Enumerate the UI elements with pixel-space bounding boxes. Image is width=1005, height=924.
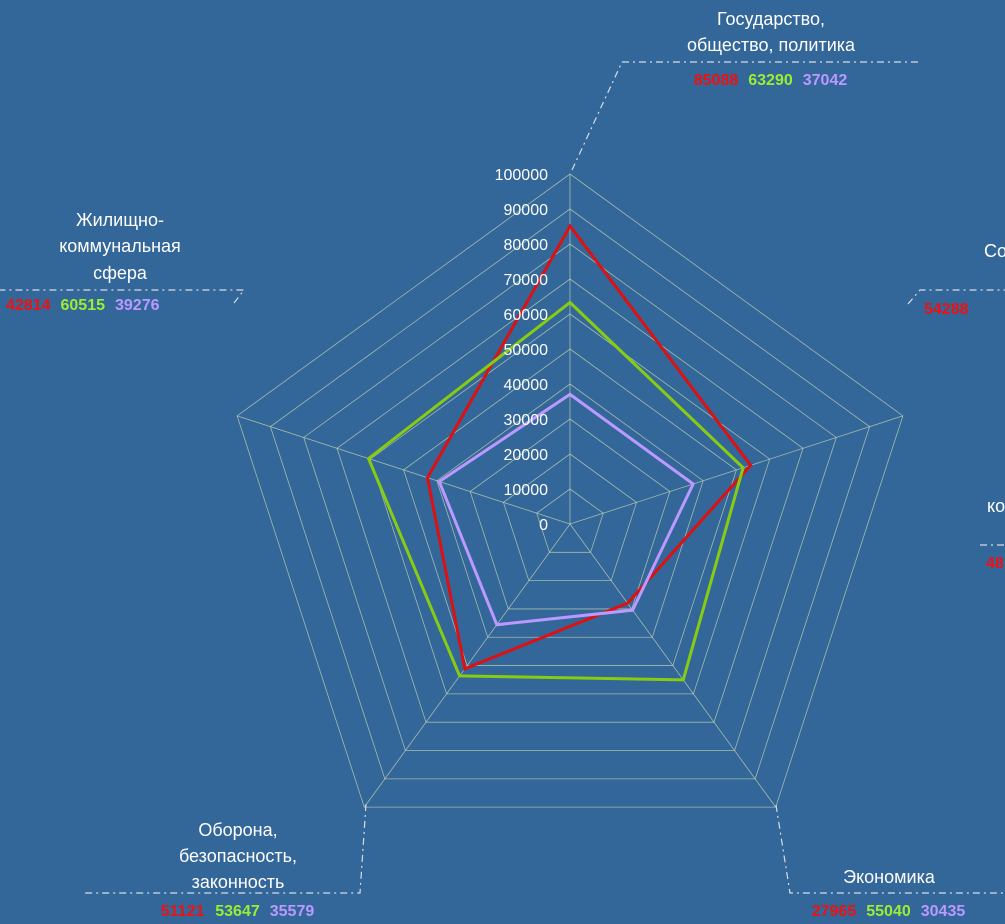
axis-tick-label: 100000	[495, 167, 548, 184]
grid-spoke	[569, 523, 777, 808]
grid-spoke	[363, 523, 571, 808]
leader-line	[907, 289, 1005, 305]
category-label: Экономика	[843, 867, 936, 887]
axis-tick-label: 10000	[504, 482, 549, 499]
grid-ring	[369, 313, 771, 695]
category-label: Государство,	[717, 9, 825, 29]
grid-ring	[536, 488, 604, 553]
axis-tick-label: 0	[539, 517, 548, 534]
axis-tick-label: 60000	[504, 307, 549, 324]
axis-tick-label: 80000	[504, 237, 549, 254]
category-value-label: 85088	[694, 72, 739, 89]
category-labels: Государство, общество, политика 85088 63290…	[0, 9, 1005, 920]
category-value-label: 37042	[803, 72, 848, 89]
category-value-label: 54288	[924, 301, 969, 318]
leader-line	[775, 804, 1005, 894]
category-value-label: 63290	[748, 72, 793, 89]
category-label: общество, политика	[687, 35, 856, 55]
leader-line	[82, 803, 367, 894]
grid-ring	[403, 348, 737, 666]
category-label: Жилищно-	[76, 210, 164, 230]
grid-ring	[436, 383, 704, 638]
category-value-label: 27965	[812, 903, 857, 920]
category-value-label-partial: 48	[986, 555, 1004, 572]
axis-tick-label: 20000	[504, 447, 549, 464]
axis-tick-label: 40000	[504, 377, 549, 394]
category-value-label: 53647	[215, 903, 260, 920]
series-line-2	[366, 300, 745, 682]
category-label: безопасность,	[179, 846, 297, 866]
grid-ring	[269, 208, 871, 780]
series-line-3	[437, 392, 696, 627]
category-value-label: 55040	[866, 903, 911, 920]
category-label: Со	[984, 241, 1005, 261]
radar-grid	[236, 173, 904, 808]
radar-series	[366, 223, 753, 682]
axis-tick-label: 50000	[504, 342, 549, 359]
category-label: коммунальная	[59, 236, 181, 256]
grid-ring	[469, 418, 671, 610]
grid-ring	[336, 278, 804, 723]
category-value-label: 42814	[6, 297, 51, 314]
category-value-label: 60515	[61, 297, 106, 314]
category-value-label: 51121	[161, 903, 205, 920]
category-label: Оборона,	[198, 820, 277, 840]
radial-axis-ticks: 0 10000 20000 30000 40000 50000 60000 70000 8000…	[495, 167, 548, 534]
category-label: сфера	[93, 263, 148, 283]
series-line-1	[425, 223, 753, 671]
grid-spoke	[569, 415, 903, 525]
axis-tick-label: 90000	[504, 202, 549, 219]
grid-ring	[303, 243, 837, 751]
category-value-label: 35579	[270, 903, 315, 920]
category-value-label: 30435	[921, 903, 966, 920]
axis-tick-label: 30000	[504, 412, 549, 429]
axis-tick-label: 70000	[504, 272, 549, 289]
category-value-label: 39276	[115, 297, 160, 314]
category-label-partial: ко	[987, 496, 1005, 516]
category-label: законность	[192, 872, 285, 892]
grid-spoke	[237, 415, 571, 525]
grid-ring	[502, 453, 638, 582]
leader-line	[0, 289, 246, 304]
leader-line	[571, 61, 920, 171]
grid-ring	[236, 173, 904, 808]
